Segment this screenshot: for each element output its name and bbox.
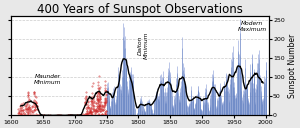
Y-axis label: Sunspot Number: Sunspot Number [287, 34, 296, 98]
Title: 400 Years of Sunspot Observations: 400 Years of Sunspot Observations [37, 3, 243, 17]
Text: Dalton
Minimum: Dalton Minimum [138, 32, 149, 59]
Text: Modern
Maximum: Modern Maximum [238, 21, 267, 32]
Text: Maunder
Minimum: Maunder Minimum [34, 74, 61, 85]
